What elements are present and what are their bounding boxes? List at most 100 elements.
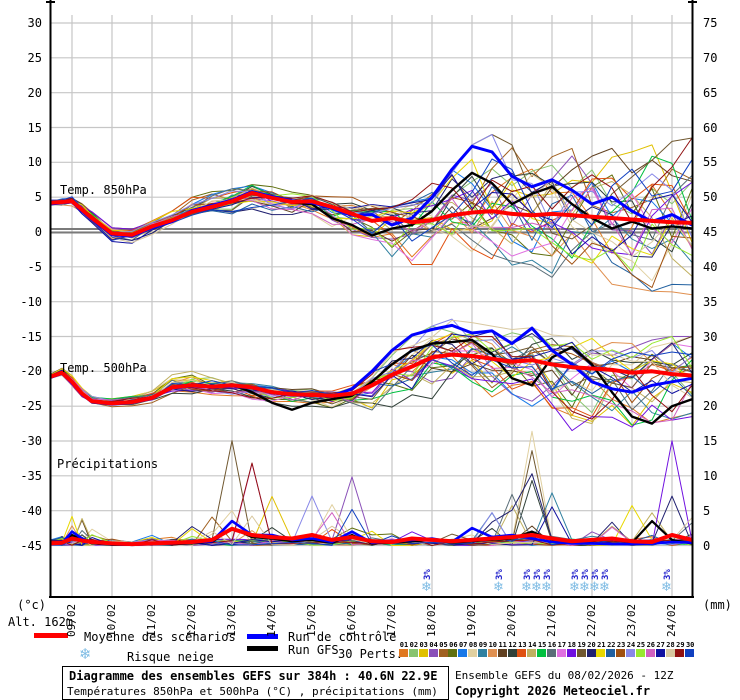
forecast-curve xyxy=(49,505,693,546)
forecast-curve xyxy=(49,525,693,546)
forecast-curve xyxy=(49,508,693,546)
forecast-curve xyxy=(49,495,693,546)
pert-color-swatch xyxy=(468,649,478,657)
forecast-curve xyxy=(49,538,693,546)
y-axis-label-right: 10 xyxy=(703,469,718,483)
y-axis-label-left: -25 xyxy=(20,399,42,413)
forecast-curve xyxy=(49,430,693,546)
snow-risk-percent: 3% xyxy=(543,569,553,580)
legend-mean-line xyxy=(34,633,68,638)
x-axis-date-label: 13/02 xyxy=(225,603,238,637)
pert-color-swatch xyxy=(478,649,487,657)
snowflake-icon: ❄ xyxy=(531,580,542,595)
pert-color-swatch xyxy=(399,649,408,657)
pert-number: 29 xyxy=(676,641,685,649)
pert-number: 13 xyxy=(518,641,527,649)
pert-color-swatch xyxy=(487,649,497,657)
forecast-curve xyxy=(49,348,693,409)
snowflake-icon: ❄ xyxy=(421,580,432,595)
forecast-curve xyxy=(49,504,693,546)
pert-number: 20 xyxy=(587,641,596,649)
pert-number: 17 xyxy=(557,641,567,649)
y-axis-label-right: 65 xyxy=(703,86,718,100)
snowflake-icon: ❄ xyxy=(493,580,504,595)
x-axis-date-label: 22/02 xyxy=(585,603,598,637)
y-axis-label-left: -35 xyxy=(20,469,42,483)
y-axis-label-left: 10 xyxy=(27,155,42,169)
forecast-curve xyxy=(49,189,693,272)
forecast-curve xyxy=(49,158,693,242)
snowflake-icon: ❄ xyxy=(599,580,610,595)
x-axis-date-label: 16/02 xyxy=(345,603,358,637)
pert-color-swatch xyxy=(576,649,586,657)
pert-color-swatch xyxy=(438,649,448,657)
pert-number: 06 xyxy=(449,641,458,649)
snowflake-icon: ❄ xyxy=(579,580,590,595)
pert-number: 02 xyxy=(409,641,419,649)
forecast-curve xyxy=(49,186,693,292)
y-axis-label-left: 5 xyxy=(34,190,42,204)
snow-risk-percent: 3% xyxy=(581,569,591,580)
pert-color-swatch xyxy=(527,649,537,657)
forecast-curve xyxy=(49,476,693,546)
pert-number: 03 xyxy=(419,641,428,649)
forecast-curve xyxy=(49,512,693,546)
pert-color-swatch xyxy=(458,649,468,657)
forecast-curve xyxy=(49,344,693,408)
x-axis-date-label: 15/02 xyxy=(305,603,318,637)
legend-control-label: Run de contrôle xyxy=(288,630,397,644)
pert-number: 08 xyxy=(468,641,478,649)
copyright: Copyright 2026 Meteociel.fr xyxy=(455,684,651,698)
y-axis-label-right: 30 xyxy=(703,330,718,344)
y-axis-label-left: 0 xyxy=(34,225,42,239)
forecast-curve xyxy=(49,519,692,546)
pert-color-swatch xyxy=(517,649,527,657)
left-axis-unit: (°c) xyxy=(17,598,46,612)
snow-risk-percent: 3% xyxy=(591,569,601,580)
y-axis-label-left: 30 xyxy=(27,16,42,30)
forecast-curve xyxy=(49,342,693,424)
pert-color-swatch xyxy=(448,649,458,657)
pert-color-swatch xyxy=(428,649,438,657)
snowflake-icon: ❄ xyxy=(569,580,580,595)
forecast-curve xyxy=(49,495,693,546)
pert-color-swatch xyxy=(408,649,418,657)
snow-risk-percent: 3% xyxy=(423,569,433,580)
pert-number: 07 xyxy=(458,641,468,649)
forecast-curve xyxy=(49,194,693,274)
snowflake-icon: ❄ xyxy=(589,580,600,595)
y-axis-label-right: 60 xyxy=(703,121,718,135)
pert-number: 05 xyxy=(439,641,448,649)
y-axis-label-left: 20 xyxy=(27,86,42,100)
diagram-subtitle: Températures 850hPa et 500hPa (°C) , pré… xyxy=(67,685,438,698)
legend-gfs-label: Run GFS xyxy=(288,643,339,657)
forecast-curve xyxy=(49,196,693,296)
forecast-curve xyxy=(49,528,693,546)
legend-mean-label: Moyenne des scénarios xyxy=(84,630,236,644)
y-axis-label-right: 35 xyxy=(703,295,718,309)
forecast-curve xyxy=(49,519,693,546)
pert-color-swatch xyxy=(566,649,576,657)
y-axis-label-right: 15 xyxy=(703,434,718,448)
legend-perts-label: 30 Perts. xyxy=(338,647,404,661)
pert-color-swatch xyxy=(665,649,675,657)
forecast-curve xyxy=(49,534,693,546)
pert-color-swatch xyxy=(537,649,547,657)
pert-number: 25 xyxy=(636,641,646,649)
forecast-curve xyxy=(49,473,693,546)
pert-number: 19 xyxy=(577,641,586,649)
pert-number: 27 xyxy=(656,641,665,649)
snow-risk-percent: 3% xyxy=(523,569,533,580)
forecast-curve xyxy=(49,480,693,546)
y-axis-label-right: 0 xyxy=(703,539,711,553)
pert-number: 16 xyxy=(547,641,557,649)
forecast-curve xyxy=(49,338,693,425)
pert-number: 21 xyxy=(597,641,606,649)
y-axis-label-left: -15 xyxy=(20,330,42,344)
pert-number: 04 xyxy=(429,641,438,649)
y-axis-label-left: -20 xyxy=(20,364,42,378)
legend-snow-label: Risque neige xyxy=(127,650,214,664)
diagram-title: Diagramme des ensembles GEFS sur 384h : … xyxy=(69,669,438,683)
perturbation-color-strip: 01 02 03 04 05 06 07 08 09 10 11 12 13 14 15 16 17 18 19 20… xyxy=(0,641,740,659)
